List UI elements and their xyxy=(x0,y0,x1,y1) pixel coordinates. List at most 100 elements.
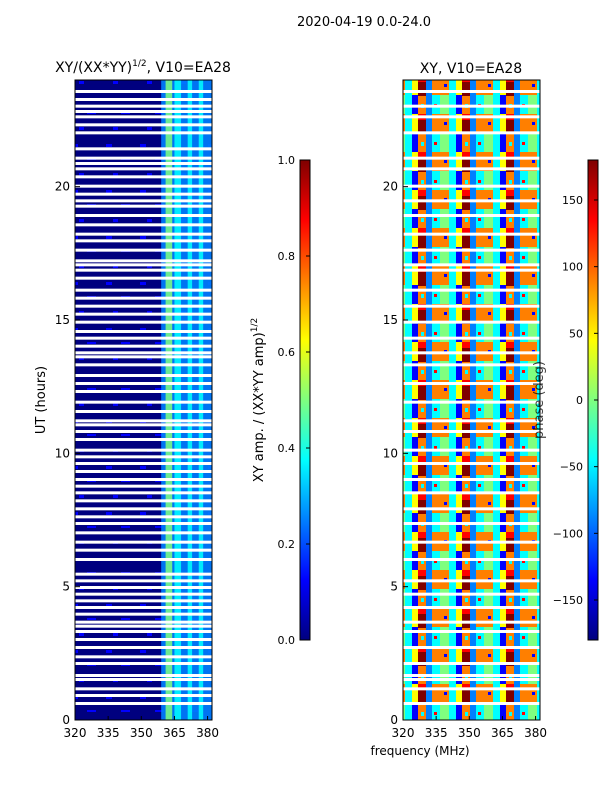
flagged-row xyxy=(75,638,212,641)
amp-colorbar: 0.0 0.2 0.4 0.6 0.8 1.0 XY amp. / (XX*YY amp)… xyxy=(250,154,311,647)
flagged-row xyxy=(403,478,540,481)
x-tick-label: 335 xyxy=(425,726,448,740)
phase-colorbar: −150 −100 −50 0 50 100 150 phase (deg) xyxy=(532,159,599,641)
flagged-row xyxy=(403,430,540,433)
flagged-row xyxy=(403,630,540,633)
flagged-row xyxy=(403,687,540,691)
flagged-row xyxy=(75,455,212,459)
flagged-row xyxy=(75,382,212,385)
flagged-row xyxy=(75,624,212,628)
flagged-row xyxy=(403,491,540,495)
flagged-row xyxy=(75,104,212,108)
flagged-row xyxy=(75,162,212,165)
flagged-row xyxy=(403,167,540,171)
flagged-row xyxy=(75,478,212,481)
flagged-row xyxy=(75,612,212,616)
flagged-row xyxy=(75,687,212,691)
flagged-row xyxy=(75,694,212,697)
colorbar-tick-label: 0.8 xyxy=(278,250,296,263)
amp-colorbar-ticks: 0.0 0.2 0.4 0.6 0.8 1.0 xyxy=(278,154,310,647)
flagged-row xyxy=(75,167,212,171)
flagged-row xyxy=(75,491,212,495)
colorbar-tick-label: 0.0 xyxy=(278,634,296,647)
y-tick-label: 5 xyxy=(62,580,70,594)
flagged-row xyxy=(75,400,212,404)
suptitle: 2020-04-19 0.0-24.0 xyxy=(297,15,431,30)
phase-title: XY, V10=EA28 xyxy=(420,61,522,77)
flagged-row xyxy=(75,592,212,596)
amp-signal-column xyxy=(165,80,173,720)
y-tick-label: 20 xyxy=(383,180,398,194)
flagged-row xyxy=(403,104,540,108)
flagged-row xyxy=(403,678,540,681)
flagged-row xyxy=(75,572,212,576)
flagged-row xyxy=(403,592,540,596)
flagged-row xyxy=(75,606,212,609)
flagged-row xyxy=(75,259,212,263)
flagged-row xyxy=(75,110,212,113)
flagged-row xyxy=(75,430,212,433)
flagged-row xyxy=(75,214,212,217)
flagged-row xyxy=(75,344,212,348)
y-tick-label: 0 xyxy=(62,713,70,727)
x-tick-label: 350 xyxy=(130,726,153,740)
flagged-row xyxy=(403,620,540,624)
flagged-row xyxy=(75,351,212,355)
flagged-row xyxy=(403,199,540,203)
flagged-row xyxy=(403,184,540,188)
flagged-row xyxy=(403,507,540,511)
flagged-row xyxy=(403,662,540,665)
flagged-row xyxy=(75,363,212,367)
phase-panel: XY, V10=EA28 320 335 350 365 380 0 5 10 15 20 fr… xyxy=(370,61,547,758)
flagged-row xyxy=(75,156,212,160)
flagged-row xyxy=(75,320,212,324)
y-tick-label: 20 xyxy=(55,180,70,194)
flagged-row xyxy=(403,674,540,677)
colorbar-tick-label: 50 xyxy=(569,327,583,340)
flagged-row xyxy=(75,662,212,665)
amp-signal-column xyxy=(198,80,204,720)
flagged-row xyxy=(75,448,212,452)
flagged-row xyxy=(403,400,540,404)
amp-title: XY/(XX*YY)1/2, V10=EA28 xyxy=(55,59,231,76)
flagged-row xyxy=(75,276,212,280)
flagged-row xyxy=(403,363,540,367)
flagged-row xyxy=(403,558,540,561)
amp-frame xyxy=(74,79,213,721)
amp-colorbar-label: XY amp. / (XX*YY amp)1/2 xyxy=(250,318,267,482)
flagged-row xyxy=(75,531,212,535)
flagged-row xyxy=(403,540,540,544)
phase-colorbar-label: phase (deg) xyxy=(532,361,547,439)
flagged-row xyxy=(75,268,212,272)
phase-heatmap xyxy=(403,80,540,720)
flagged-row xyxy=(403,214,540,217)
flagged-row xyxy=(75,423,212,427)
y-tick-label: 10 xyxy=(383,446,398,460)
flagged-row xyxy=(75,646,212,649)
flagged-row xyxy=(403,268,540,272)
y-tick-label: 15 xyxy=(55,313,70,327)
flagged-row xyxy=(75,462,212,465)
amp-y-label: UT (hours) xyxy=(34,366,49,434)
flagged-row xyxy=(75,204,212,208)
x-tick-label: 380 xyxy=(524,726,547,740)
flagged-row xyxy=(75,515,212,519)
colorbar-tick-label: 100 xyxy=(562,261,583,274)
flagged-row xyxy=(75,90,212,93)
flagged-row xyxy=(403,90,540,93)
flagged-row xyxy=(75,702,212,705)
x-tick-label: 320 xyxy=(64,726,87,740)
flagged-row xyxy=(75,175,212,179)
flagged-row xyxy=(75,484,212,488)
flagged-row xyxy=(75,620,212,624)
flagged-row xyxy=(403,382,540,385)
phase-heatmap-image xyxy=(403,80,540,720)
phase-y-axis: 0 5 10 15 20 xyxy=(383,180,408,727)
colorbar-tick-label: 0.4 xyxy=(278,442,296,455)
flagged-row xyxy=(403,288,540,292)
amp-signal-column xyxy=(187,80,193,720)
flagged-row xyxy=(75,192,212,196)
flagged-row xyxy=(75,296,212,300)
flagged-row xyxy=(75,263,212,267)
amp-y-axis: 0 5 10 15 20 xyxy=(55,180,80,727)
